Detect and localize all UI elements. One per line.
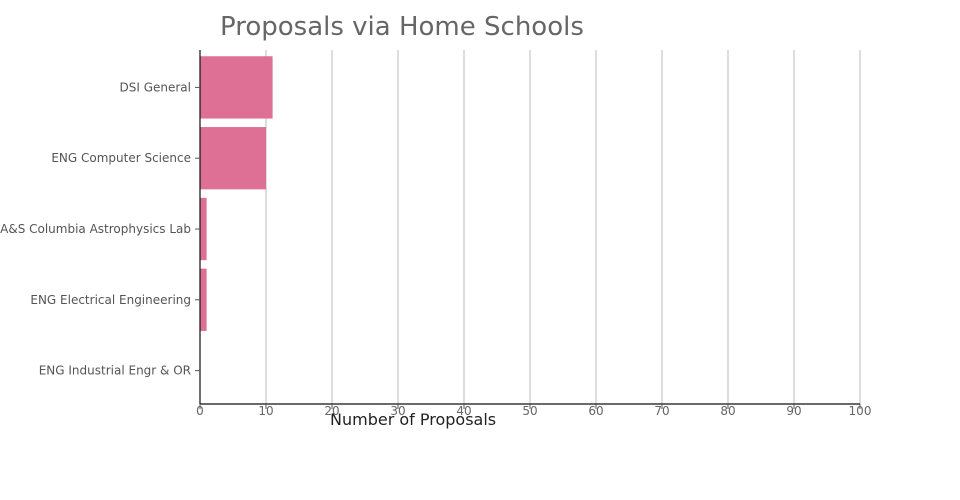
x-tick-label: 100	[849, 404, 872, 418]
x-tick-label: 0	[196, 404, 204, 418]
bar[interactable]	[200, 127, 266, 190]
bar[interactable]	[200, 268, 207, 331]
x-tick-label: 40	[456, 404, 471, 418]
x-tick-label: 70	[654, 404, 669, 418]
y-category-label: A&S Columbia Astrophysics Lab	[0, 222, 191, 236]
x-tick-label: 50	[522, 404, 537, 418]
bar[interactable]	[200, 56, 273, 119]
chart-title: Proposals via Home Schools	[220, 12, 584, 42]
y-category-label: ENG Electrical Engineering	[30, 293, 191, 307]
y-axis-categories: DSI General ENG Computer Science A&S Colum…	[0, 80, 200, 378]
y-category-label: ENG Computer Science	[51, 151, 191, 165]
x-tick-label: 30	[390, 404, 405, 418]
x-tick-label: 20	[324, 404, 339, 418]
x-tick-label: 90	[786, 404, 801, 418]
x-tick-label: 10	[258, 404, 273, 418]
x-axis-label: Number of Proposals	[330, 410, 496, 429]
x-tick-label: 60	[588, 404, 603, 418]
x-axis-ticks: 0 10 20 30 40 50 60 70 80 90 100	[196, 404, 871, 418]
gridlines	[265, 50, 861, 404]
bars	[200, 56, 273, 331]
y-category-label: DSI General	[119, 80, 191, 94]
y-category-label: ENG Industrial Engr & OR	[39, 364, 191, 378]
bar[interactable]	[200, 197, 207, 261]
x-tick-label: 80	[720, 404, 735, 418]
